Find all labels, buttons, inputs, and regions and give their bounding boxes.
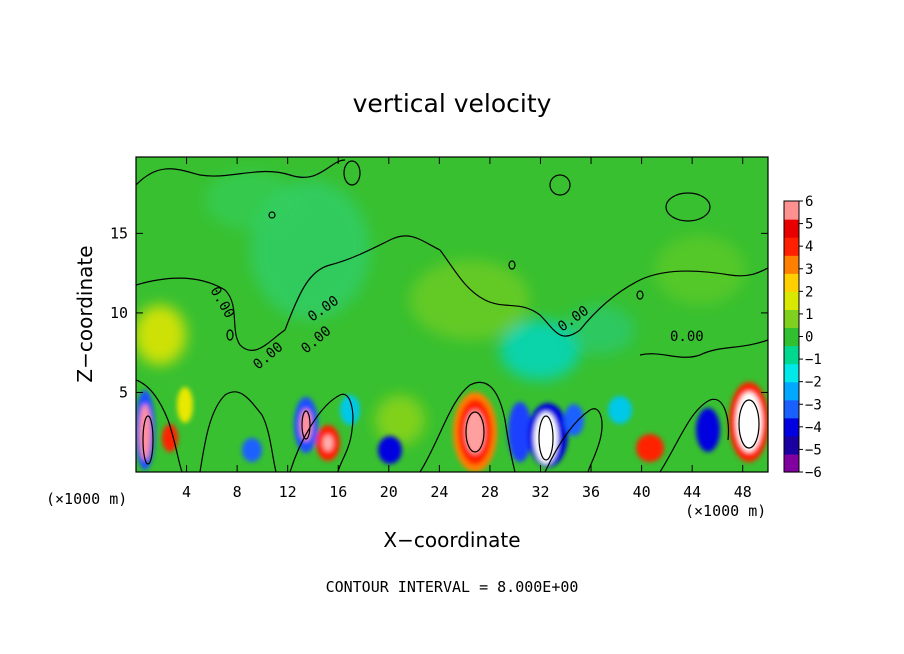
x-tick-label: 12 bbox=[279, 483, 297, 501]
colorbar-tick-label: 0 bbox=[805, 330, 813, 346]
colorbar-segment bbox=[784, 435, 799, 455]
colorbar-segment bbox=[784, 399, 799, 419]
colorbar-tick-label: 3 bbox=[805, 262, 813, 278]
x-tick-label: 28 bbox=[481, 483, 499, 501]
colorbar-tick-label: 2 bbox=[805, 284, 813, 300]
colorbar-tick-label: −6 bbox=[805, 465, 822, 481]
colorbar: 6 5 4 3 2 1 0 −1 −2 −3 −4 −5 −6 bbox=[783, 194, 822, 481]
plot-frame bbox=[135, 156, 769, 473]
colorbar-tick-label: −3 bbox=[805, 397, 822, 413]
colorbar-tick-label: −5 bbox=[805, 442, 822, 458]
colorbar-tick-label: 1 bbox=[805, 307, 813, 323]
x-tick-label: 8 bbox=[233, 483, 242, 501]
x-unit-left: (×1000 m) bbox=[46, 490, 127, 508]
x-tick-label: 16 bbox=[329, 483, 347, 501]
colorbar-segment bbox=[784, 381, 799, 401]
x-tick-label: 36 bbox=[582, 483, 600, 501]
color-field bbox=[136, 170, 745, 445]
x-tick-label: 24 bbox=[430, 483, 448, 501]
colorbar-tick-label: 4 bbox=[805, 239, 813, 255]
colorbar-tick-label: −4 bbox=[805, 420, 822, 436]
colorbar-tick-label: 5 bbox=[805, 217, 813, 233]
x-tick-label: 44 bbox=[683, 483, 701, 501]
x-tick-label: 32 bbox=[531, 483, 549, 501]
colorbar-segment bbox=[784, 291, 799, 310]
colorbar-segment bbox=[784, 255, 799, 274]
contour-interval-note: CONTOUR INTERVAL = 8.000E+00 bbox=[326, 578, 579, 596]
plot-area: 0.00 0.00 0.00 0.00 0.00 0.00 bbox=[136, 157, 768, 472]
y-tick-label: 10 bbox=[110, 304, 128, 322]
y-axis: 5 10 15 bbox=[110, 224, 768, 401]
chart-title: vertical velocity bbox=[353, 89, 552, 118]
colorbar-segment bbox=[784, 417, 799, 437]
colorbar-tick-label: 6 bbox=[805, 194, 813, 210]
contour-label: 0.00 bbox=[670, 329, 704, 345]
colorbar-segment bbox=[784, 363, 799, 383]
x-tick-label: 48 bbox=[734, 483, 752, 501]
colorbar-tick-label: −2 bbox=[805, 375, 822, 391]
x-axis-label: X−coordinate bbox=[383, 528, 520, 552]
x-axis: 4 8 12 16 20 24 28 32 36 40 44 48 bbox=[182, 157, 752, 501]
x-unit-right: (×1000 m) bbox=[685, 502, 766, 520]
colorbar-segment bbox=[784, 327, 799, 347]
colorbar-segment bbox=[784, 219, 799, 238]
y-tick-label: 15 bbox=[110, 224, 128, 242]
colorbar-segment bbox=[784, 309, 799, 329]
x-tick-label: 20 bbox=[380, 483, 398, 501]
x-tick-label: 40 bbox=[633, 483, 651, 501]
colorbar-segment bbox=[784, 201, 799, 220]
y-tick-label: 5 bbox=[119, 383, 128, 401]
x-tick-label: 4 bbox=[182, 483, 191, 501]
colorbar-segment bbox=[784, 453, 799, 473]
colorbar-segment bbox=[784, 345, 799, 365]
y-axis-label: Z−coordinate bbox=[73, 245, 97, 382]
contour-lines bbox=[136, 159, 768, 472]
colorbar-segment bbox=[784, 273, 799, 292]
colorbar-segment bbox=[784, 237, 799, 256]
colorbar-tick-label: −1 bbox=[805, 352, 822, 368]
